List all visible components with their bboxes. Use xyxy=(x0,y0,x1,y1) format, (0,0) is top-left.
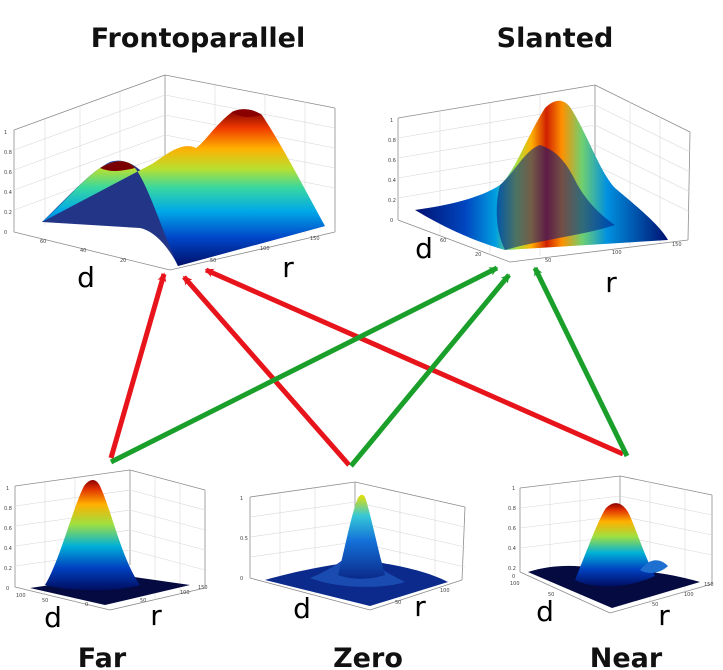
svg-text:1: 1 xyxy=(4,130,7,136)
svg-text:40: 40 xyxy=(80,248,86,254)
surface-far xyxy=(45,480,140,591)
plot-zero: 1 0.5 0 50 100 d r Zero xyxy=(240,481,466,670)
svg-text:60: 60 xyxy=(40,239,46,245)
svg-text:0: 0 xyxy=(512,574,515,580)
surface-base-near xyxy=(528,565,700,608)
svg-text:1: 1 xyxy=(512,486,515,492)
plot-box-far xyxy=(14,469,206,611)
arrow-far-to-frontoparallel xyxy=(108,272,167,459)
arrow-near-to-frontoparallel xyxy=(204,267,625,457)
plot-box-slanted xyxy=(397,84,691,263)
axis-label-r-frontoparallel: r xyxy=(282,251,294,284)
plot-box-frontoparallel xyxy=(13,74,336,271)
svg-text:0.8: 0.8 xyxy=(4,506,12,512)
surface-frontoparallel xyxy=(42,109,325,266)
arrow-zero-to-frontoparallel xyxy=(182,275,351,467)
surface-zero xyxy=(338,494,385,579)
arrow-zero-to-slanted xyxy=(349,273,511,468)
svg-text:50: 50 xyxy=(210,258,216,264)
axis-label-r-far: r xyxy=(150,599,162,632)
svg-text:1: 1 xyxy=(240,496,243,502)
svg-text:0.4: 0.4 xyxy=(4,546,12,552)
svg-text:100: 100 xyxy=(440,588,450,594)
svg-text:150: 150 xyxy=(198,585,208,591)
svg-text:0.2: 0.2 xyxy=(388,198,396,204)
svg-text:50: 50 xyxy=(395,600,401,606)
axis-label-d-frontoparallel: d xyxy=(77,261,95,294)
plot-far: 1 0.8 0.6 0.4 0.2 0 100 50 0 50 100 150 d r Far xyxy=(4,469,208,670)
axis-label-r-near: r xyxy=(658,599,670,632)
axis-label-r-zero: r xyxy=(414,590,426,623)
plot-title-near: Near xyxy=(590,643,663,670)
svg-text:50: 50 xyxy=(548,592,554,598)
axis-label-d-near: d xyxy=(536,595,554,628)
svg-text:150: 150 xyxy=(672,242,682,248)
svg-text:20: 20 xyxy=(475,252,481,258)
svg-text:1: 1 xyxy=(6,486,9,492)
connection-arrows xyxy=(108,265,630,468)
svg-text:100: 100 xyxy=(612,250,622,256)
svg-text:150: 150 xyxy=(310,236,320,242)
svg-text:0.6: 0.6 xyxy=(508,526,516,532)
svg-text:100: 100 xyxy=(180,590,190,596)
svg-text:0: 0 xyxy=(6,586,9,592)
svg-text:0.4: 0.4 xyxy=(4,190,12,196)
svg-text:0.2: 0.2 xyxy=(4,210,12,216)
svg-text:0.2: 0.2 xyxy=(4,566,12,572)
svg-text:20: 20 xyxy=(120,258,126,264)
plot-title-zero: Zero xyxy=(333,643,403,670)
svg-text:50: 50 xyxy=(42,598,48,604)
axis-label-r-slanted: r xyxy=(605,266,617,299)
svg-text:60: 60 xyxy=(440,238,446,244)
svg-text:100: 100 xyxy=(260,246,270,252)
svg-text:0.6: 0.6 xyxy=(4,526,12,532)
arrow-far-to-slanted xyxy=(109,265,499,465)
svg-text:50: 50 xyxy=(140,598,146,604)
svg-text:0.8: 0.8 xyxy=(4,150,12,156)
plot-near: 1 0.8 0.6 0.4 0.2 0 100 50 50 100 150 d r Near xyxy=(508,475,714,670)
svg-text:0.8: 0.8 xyxy=(388,138,396,144)
svg-text:0.6: 0.6 xyxy=(4,170,12,176)
plot-title-frontoparallel: Frontoparallel xyxy=(91,23,305,54)
plot-frontoparallel: Frontoparallel 1 0.8 0.6 0.4 0.2 0 60 40 20 xyxy=(4,23,336,294)
plot-title-slanted: Slanted xyxy=(497,23,614,54)
plot-slanted: Slanted 1 0.8 0.6 0.4 0.2 0 60 20 50 100 150 xyxy=(388,23,691,299)
svg-text:0: 0 xyxy=(85,602,88,608)
svg-text:100: 100 xyxy=(684,592,694,598)
plot-title-far: Far xyxy=(78,643,127,670)
svg-text:0.2: 0.2 xyxy=(508,566,516,572)
svg-text:50: 50 xyxy=(652,602,658,608)
svg-text:100: 100 xyxy=(16,593,26,599)
svg-text:150: 150 xyxy=(704,582,714,588)
svg-text:0.4: 0.4 xyxy=(388,178,396,184)
svg-text:0: 0 xyxy=(4,230,7,236)
svg-text:50: 50 xyxy=(545,258,551,264)
arrow-near-to-slanted xyxy=(532,266,630,458)
svg-text:100: 100 xyxy=(510,581,520,587)
svg-text:0.6: 0.6 xyxy=(388,158,396,164)
axis-label-d-slanted: d xyxy=(415,232,433,265)
axis-label-d-zero: d xyxy=(293,592,311,625)
surface-near xyxy=(575,503,655,587)
axis-label-d-far: d xyxy=(44,601,62,634)
svg-text:0: 0 xyxy=(240,576,243,582)
svg-text:0.8: 0.8 xyxy=(508,506,516,512)
svg-text:0.4: 0.4 xyxy=(508,546,516,552)
svg-text:0.5: 0.5 xyxy=(240,536,248,542)
svg-text:1: 1 xyxy=(390,118,393,124)
svg-text:0: 0 xyxy=(390,218,393,224)
